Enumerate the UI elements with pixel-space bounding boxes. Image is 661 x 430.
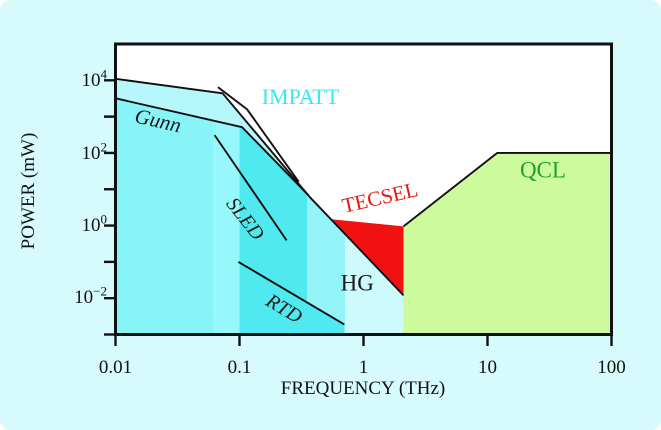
region-band-mid-saturated <box>239 113 307 334</box>
y-tick-base: 10 <box>81 143 101 164</box>
region-band-hg <box>345 234 404 334</box>
y-tick-base: 10 <box>81 215 101 236</box>
line-qcl-top-boundary <box>402 151 611 228</box>
y-tick-label: 10−2 <box>74 283 107 309</box>
y-tick-base: 10 <box>81 70 101 91</box>
y-tick-exp: 0 <box>100 211 108 227</box>
label-hg: HG <box>340 270 374 296</box>
x-tick-label: 0.1 <box>227 357 252 378</box>
label-impatt: IMPATT <box>261 84 340 110</box>
region-band-upper-light <box>307 193 346 334</box>
line-sled-line <box>213 134 288 241</box>
line-main-upper-boundary <box>116 78 405 296</box>
x-axis-title: FREQUENCY (THz) <box>280 378 446 399</box>
y-tick-label: 100 <box>81 211 108 237</box>
region-region-qcl <box>403 152 611 334</box>
label-qcl: QCL <box>519 157 566 183</box>
line-gunn-curve <box>116 97 310 196</box>
y-tick-exp: −2 <box>93 283 107 299</box>
y-tick-exp: 2 <box>100 139 108 155</box>
y-tick-base: 10 <box>74 287 94 308</box>
y-tick-label: 104 <box>81 66 108 92</box>
y-tick-exp: 4 <box>100 66 108 82</box>
x-tick-label: 1 <box>358 357 369 378</box>
region-strip-impatt <box>116 78 310 198</box>
line-impatt-curve <box>217 86 300 183</box>
x-tick-label: 0.01 <box>98 357 133 378</box>
region-band-gunn-low <box>116 78 214 334</box>
line-rtd-line <box>237 261 345 326</box>
y-tick-label: 102 <box>81 139 108 165</box>
region-wedge-rtd <box>307 302 345 334</box>
plot-frame <box>114 42 613 336</box>
x-tick-label: 10 <box>478 357 497 378</box>
region-band-sled-edge <box>213 92 240 334</box>
x-tick-label: 100 <box>597 357 626 378</box>
y-axis-title: POWER (mW) <box>18 132 39 250</box>
